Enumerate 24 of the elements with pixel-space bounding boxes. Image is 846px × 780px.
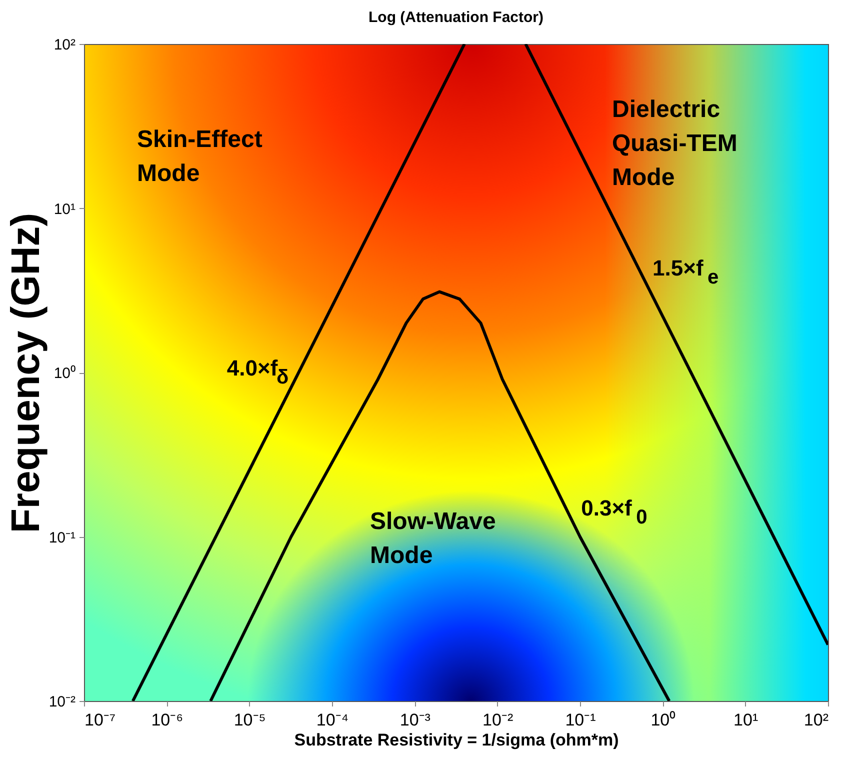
- y-axis-title: Frequency (GHz): [4, 212, 48, 534]
- series-label: 0.3×f0: [581, 496, 648, 529]
- annotation: Dielectric Quasi-TEM Mode: [612, 96, 738, 191]
- x-tick-label: 10¹: [734, 710, 758, 730]
- x-tick-label: 10⁻⁵: [234, 710, 266, 730]
- x-tick-label: 10⁻¹: [565, 710, 596, 730]
- y-tick-label: 10¹: [54, 200, 76, 218]
- annotation: Skin-Effect Mode: [137, 126, 262, 187]
- x-tick-label: 10²: [804, 710, 829, 730]
- x-tick-label: 10⁻³: [400, 710, 431, 730]
- x-axis-title: Substrate Resistivity = 1/sigma (ohm*m): [294, 730, 619, 750]
- x-tick-label: 10⁰: [650, 710, 676, 730]
- y-tick-label: 10⁰: [54, 365, 76, 382]
- x-tick-label: 10⁻⁴: [316, 710, 349, 730]
- series-label: 4.0×fδ: [226, 356, 289, 388]
- y-tick-label: 10⁻²: [48, 694, 76, 710]
- y-tick-label: 10⁻¹: [48, 529, 76, 546]
- x-tick-label: 10⁻⁷: [84, 710, 116, 730]
- y-tick-label: 10²: [54, 36, 76, 54]
- series-label: 1.5×fe: [652, 255, 719, 288]
- annotation: Slow-Wave Mode: [370, 508, 496, 569]
- x-tick-label: 10⁻⁶: [151, 710, 184, 730]
- chart-title: Log (Attenuation Factor): [368, 9, 544, 26]
- x-tick-label: 10⁻²: [482, 710, 514, 730]
